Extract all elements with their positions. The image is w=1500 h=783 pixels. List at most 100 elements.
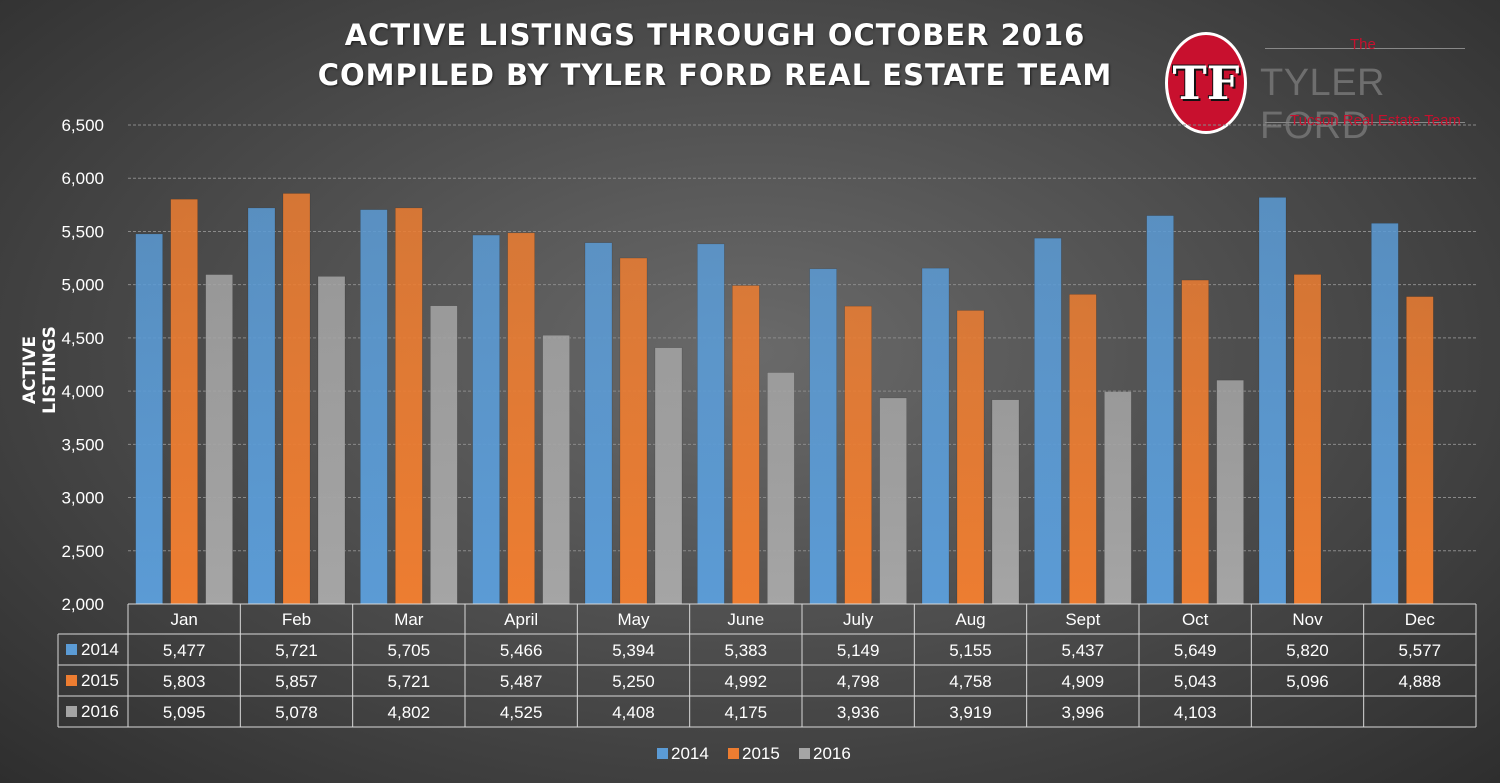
legend-label: 2014	[671, 744, 709, 763]
bar-2014-Sept	[1034, 237, 1062, 605]
bar-2014-Dec	[1371, 222, 1399, 605]
bar-2016-Aug	[991, 399, 1020, 605]
table-series-label: 2016	[81, 702, 119, 721]
data-label: 5,043	[1174, 672, 1217, 691]
data-label: 5,394	[612, 641, 655, 660]
y-tick-label: 6,000	[61, 169, 104, 188]
bar-2015-Nov	[1293, 274, 1322, 605]
chart-title-line-1: ACTIVE LISTINGS THROUGH OCTOBER 2016	[344, 18, 1086, 52]
bar-2015-Dec	[1406, 296, 1434, 605]
bar-2016-May	[654, 347, 683, 605]
data-label: 5,487	[500, 672, 543, 691]
y-tick-label: 3,000	[61, 489, 104, 508]
y-tick-label: 2,000	[61, 595, 104, 614]
bar-2016-July	[879, 397, 907, 605]
y-tick-label: 6,500	[61, 116, 104, 135]
x-tick-label: Feb	[282, 610, 311, 629]
bar-2015-April	[507, 232, 535, 605]
bar-2015-June	[732, 285, 760, 605]
data-label: 5,155	[949, 641, 992, 660]
data-label: 4,408	[612, 703, 655, 722]
legend-label: 2015	[742, 744, 780, 763]
table-legend-key-2015	[66, 675, 77, 686]
bar-2016-Mar	[430, 305, 458, 605]
bar-2014-Feb	[247, 207, 276, 605]
chart-title-line-2: COMPILED BY TYLER FORD REAL ESTATE TEAM	[317, 58, 1113, 92]
bar-2014-Oct	[1146, 215, 1174, 605]
data-label: 5,466	[500, 641, 543, 660]
legend-key-2014	[657, 748, 668, 759]
data-label: 4,992	[725, 672, 768, 691]
x-tick-label: July	[843, 610, 874, 629]
logo-rule-bottom	[1265, 122, 1465, 123]
x-tick-label: June	[727, 610, 764, 629]
table-legend-key-2016	[66, 706, 77, 717]
bar-2014-July	[809, 268, 837, 605]
bar-2016-Sept	[1104, 391, 1132, 605]
bar-2014-May	[584, 242, 613, 605]
data-label: 4,888	[1399, 672, 1442, 691]
data-label: 4,909	[1062, 672, 1105, 691]
bar-2014-Jan	[135, 233, 163, 605]
bar-2015-Jan	[170, 198, 198, 605]
logo-rule-top	[1265, 48, 1465, 49]
table-legend-key-2014	[66, 644, 77, 655]
legend-key-2016	[799, 748, 810, 759]
y-tick-label: 4,000	[61, 382, 104, 401]
bar-2015-Sept	[1069, 294, 1097, 605]
bar-2015-Mar	[395, 207, 423, 605]
y-tick-label: 4,500	[61, 329, 104, 348]
bar-2014-Mar	[360, 209, 388, 605]
y-tick-label: 5,500	[61, 222, 104, 241]
tyler-ford-logo: TF The TYLER FORD Tucson Real Estate Tea…	[1165, 30, 1475, 147]
x-tick-label: Mar	[394, 610, 424, 629]
x-tick-label: Sept	[1065, 610, 1100, 629]
data-label: 3,996	[1062, 703, 1105, 722]
table-series-label: 2015	[81, 671, 119, 690]
x-tick-label: Jan	[170, 610, 197, 629]
logo-the: The	[1350, 36, 1376, 53]
data-label: 3,919	[949, 703, 992, 722]
data-label: 4,758	[949, 672, 992, 691]
bar-2016-Jan	[205, 274, 233, 605]
bar-2015-July	[844, 305, 872, 605]
bar-2014-Nov	[1258, 197, 1287, 605]
bar-2015-Feb	[282, 193, 311, 605]
legend-label: 2016	[813, 744, 851, 763]
data-label: 5,149	[837, 641, 880, 660]
bar-2016-Feb	[317, 276, 346, 605]
data-label: 5,577	[1399, 641, 1442, 660]
x-tick-label: May	[617, 610, 650, 629]
bar-2014-Aug	[921, 267, 950, 605]
data-label: 5,383	[725, 641, 768, 660]
data-label: 3,936	[837, 703, 880, 722]
data-label: 5,721	[388, 672, 431, 691]
bar-2015-Aug	[956, 310, 985, 605]
y-tick-label: 3,500	[61, 435, 104, 454]
x-tick-label: Aug	[955, 610, 985, 629]
data-label: 4,798	[837, 672, 880, 691]
x-tick-label: April	[504, 610, 538, 629]
bar-2016-June	[767, 372, 795, 605]
data-label: 5,820	[1286, 641, 1329, 660]
data-label: 5,250	[612, 672, 655, 691]
data-label: 5,705	[388, 641, 431, 660]
data-label: 5,437	[1062, 641, 1105, 660]
x-tick-label: Oct	[1182, 610, 1209, 629]
data-label: 5,803	[163, 672, 206, 691]
bar-2015-May	[619, 257, 648, 605]
data-label: 5,649	[1174, 641, 1217, 660]
data-label: 5,095	[163, 703, 206, 722]
data-label: 4,175	[725, 703, 768, 722]
y-tick-label: 2,500	[61, 542, 104, 561]
data-label: 5,477	[163, 641, 206, 660]
bar-2014-June	[697, 243, 725, 605]
data-label: 5,078	[275, 703, 318, 722]
data-label: 4,103	[1174, 703, 1217, 722]
table-series-label: 2014	[81, 640, 119, 659]
data-label: 5,721	[275, 641, 318, 660]
legend-key-2015	[728, 748, 739, 759]
tf-logo-mark: TF	[1165, 32, 1247, 134]
bar-2014-April	[472, 234, 500, 605]
